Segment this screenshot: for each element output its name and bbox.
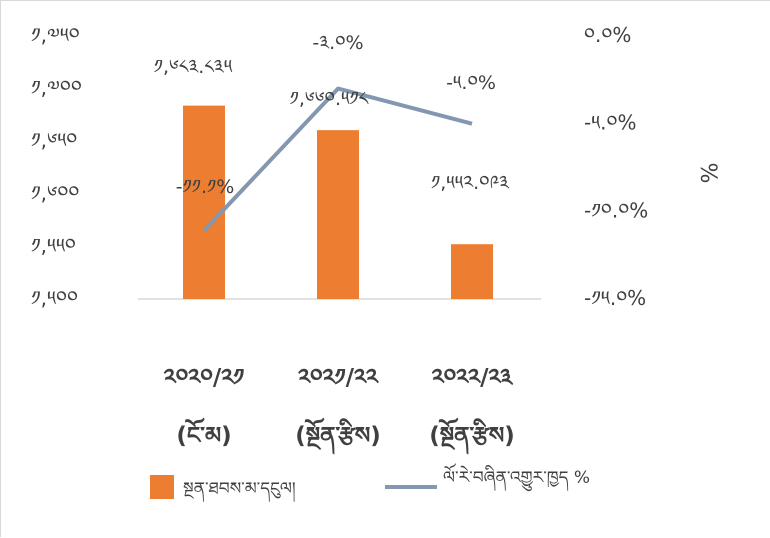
y-right-axis-title: % <box>695 163 720 184</box>
category-sublabel: (སྔོན་རྩིས) <box>429 417 515 455</box>
category-label: ༢༠༢༠/༢༡ <box>164 365 245 391</box>
line-series <box>202 86 473 232</box>
category-sublabel: (ངོ་མ) <box>176 417 231 449</box>
bar-data-label: ༡,༦༦༠.༥༡༨ <box>290 88 370 110</box>
y-left-tick-label: ༡,༥༠༠ <box>31 286 78 310</box>
y-left-tick-label: ༡,༧༠༠ <box>31 76 82 100</box>
y-right-tick-label: -༡༠.༠% <box>584 198 648 222</box>
category-sublabel: (སྔོན་རྩིས) <box>295 417 381 455</box>
y-left-tick-label: ༡,༦༠༠ <box>31 181 79 205</box>
category-label: ༢༠༢༡/༢༢ <box>298 365 379 391</box>
bar <box>183 105 225 299</box>
bar-data-label: ༡,༥༥༢.༠༩༣ <box>431 172 510 194</box>
y-right-tick-label: -༡༥.༠% <box>584 286 646 310</box>
y-left-tick-label: ༡,༧༥༠ <box>31 23 80 47</box>
category-label: ༢༠༢༢/༢༣ <box>432 365 514 391</box>
y-left-tick-label: ༡,༥༥༠ <box>31 233 76 257</box>
legend-label-line: ལོ་རེ་བཞིན་འགྱུར་ཁྱད % <box>443 463 590 492</box>
y-right-tick-label: ༠.༠% <box>584 23 631 47</box>
y-right-tick-label: -༥.༠% <box>584 111 637 135</box>
bar <box>317 130 359 299</box>
legend-swatch-bar <box>150 475 174 499</box>
bar <box>451 244 493 299</box>
line-data-label: -༡༡.༡% <box>176 176 235 198</box>
line-data-label: -༣.༠% <box>312 32 363 54</box>
line-data-label: -༥.༠% <box>446 72 496 94</box>
bar-data-label: ༡,༦༨༣.༨༣༥ <box>154 56 233 78</box>
y-left-tick-label: ༡,༦༥༠ <box>31 128 77 152</box>
legend-label-bar: སྔན་ཐབས་མ་དངུལ། <box>183 479 296 503</box>
